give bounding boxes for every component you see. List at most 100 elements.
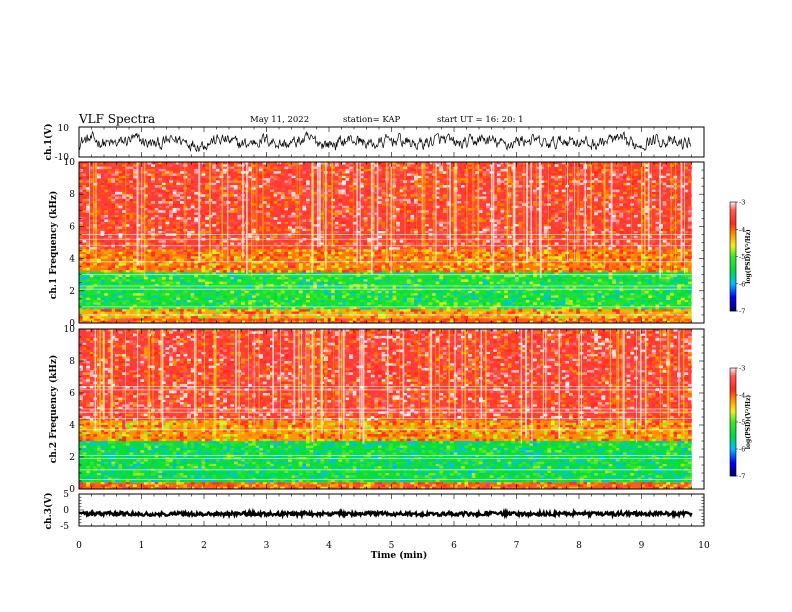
spectro-cell [374, 231, 379, 234]
spectro-cell [133, 318, 137, 321]
spectro-cell [129, 265, 134, 269]
spectro-cell [197, 283, 202, 287]
spectro-cell [291, 162, 296, 165]
spectro-cell [352, 242, 357, 246]
spectro-cell [158, 219, 163, 223]
spectro-cell [378, 290, 382, 294]
spectro-cell [486, 221, 490, 225]
spectro-cell [399, 166, 404, 170]
spectro-cell [352, 283, 357, 287]
spectro-cell [352, 306, 357, 310]
spectro-cell [151, 283, 155, 287]
spectro-cell [194, 171, 199, 174]
spectro-cell [233, 168, 238, 172]
spectro-cell [233, 304, 238, 308]
spectro-cell [367, 249, 372, 252]
spectro-cell [262, 166, 267, 170]
spectro-cell [504, 288, 508, 292]
spectro-cell [486, 178, 490, 181]
spectro-cell [176, 226, 181, 229]
spectro-cell [370, 318, 375, 321]
spectro-cell [161, 265, 166, 269]
spectro-cell [475, 198, 480, 202]
spectro-cell [363, 272, 368, 275]
spectro-cell [277, 240, 282, 243]
spectro-cell [82, 173, 87, 177]
spectro-cell [82, 196, 87, 200]
spectro-cell [381, 191, 386, 195]
spectro-cell [295, 300, 300, 303]
spectro-cell [331, 297, 336, 301]
spectro-cell [169, 242, 173, 246]
spectro-cell [338, 219, 343, 223]
spectro-cell [288, 164, 292, 167]
spectro-cell [446, 189, 451, 193]
spectro-cell [118, 189, 123, 193]
spectro-cell [97, 258, 101, 262]
spectro-cell [183, 295, 188, 298]
spectro-cell [367, 286, 372, 289]
spectro-cell [197, 293, 202, 296]
spectro-cell [266, 254, 271, 257]
spectro-cell [496, 311, 501, 315]
spectro-cell [284, 320, 289, 324]
spectro-cell [230, 297, 235, 301]
spectro-cell [82, 198, 87, 202]
spectro-cell [194, 217, 199, 220]
spectro-cell [86, 198, 91, 202]
spectro-cell [154, 311, 159, 315]
spectro-cell [100, 256, 105, 259]
spectro-cell [161, 277, 166, 280]
spectro-cell [475, 203, 480, 206]
spectro-cell [349, 208, 354, 211]
spectro-cell [486, 162, 490, 165]
spectro-cell [338, 267, 343, 271]
spectro-cell [410, 265, 415, 269]
spectro-cell [237, 247, 242, 250]
spectro-cell [349, 283, 354, 287]
spectro-cell [360, 297, 364, 301]
spectro-cell [360, 277, 364, 280]
spectro-cell [291, 166, 296, 170]
spectro-cell [115, 191, 119, 195]
spectro-cell [442, 316, 447, 319]
spectro-cell [504, 166, 508, 170]
spectro-cell [273, 217, 278, 220]
spectro-cell [140, 263, 145, 266]
spectro-cell [468, 251, 472, 255]
spectro-cell [201, 173, 206, 177]
spectro-cell [273, 288, 278, 292]
spectro-cell [338, 180, 343, 183]
spectro-cell [230, 263, 235, 266]
spectro-cell [478, 254, 483, 257]
spectro-cell [140, 162, 145, 165]
spectro-cell [266, 210, 271, 213]
spectro-cell [147, 219, 152, 223]
spectro-cell [428, 164, 433, 167]
spectro-cell [100, 228, 105, 232]
spectro-cell [183, 290, 188, 294]
spectro-cell [327, 281, 332, 285]
spectro-cell [291, 293, 296, 296]
spectro-cell [262, 272, 267, 275]
spectro-cell [414, 288, 418, 292]
spectro-cell [219, 185, 224, 188]
spectro-cell [381, 288, 386, 292]
spectro-cell [457, 297, 462, 301]
spectro-cell [82, 217, 87, 220]
spectro-cell [320, 210, 325, 213]
spectro-cell [165, 263, 170, 266]
spectro-cell [208, 258, 213, 262]
spectro-cell [446, 249, 451, 252]
spectro-cell [104, 180, 109, 183]
spectro-cell [306, 263, 310, 266]
spectro-cell [89, 265, 94, 269]
spectro-cell [280, 191, 285, 195]
spectro-cell [507, 283, 512, 287]
spectro-cell [205, 205, 209, 209]
spectro-cell [288, 306, 292, 310]
spectro-cell [496, 281, 501, 285]
spectro-cell [212, 221, 217, 225]
spectro-cell [320, 279, 325, 282]
spectro-cell [215, 166, 220, 170]
